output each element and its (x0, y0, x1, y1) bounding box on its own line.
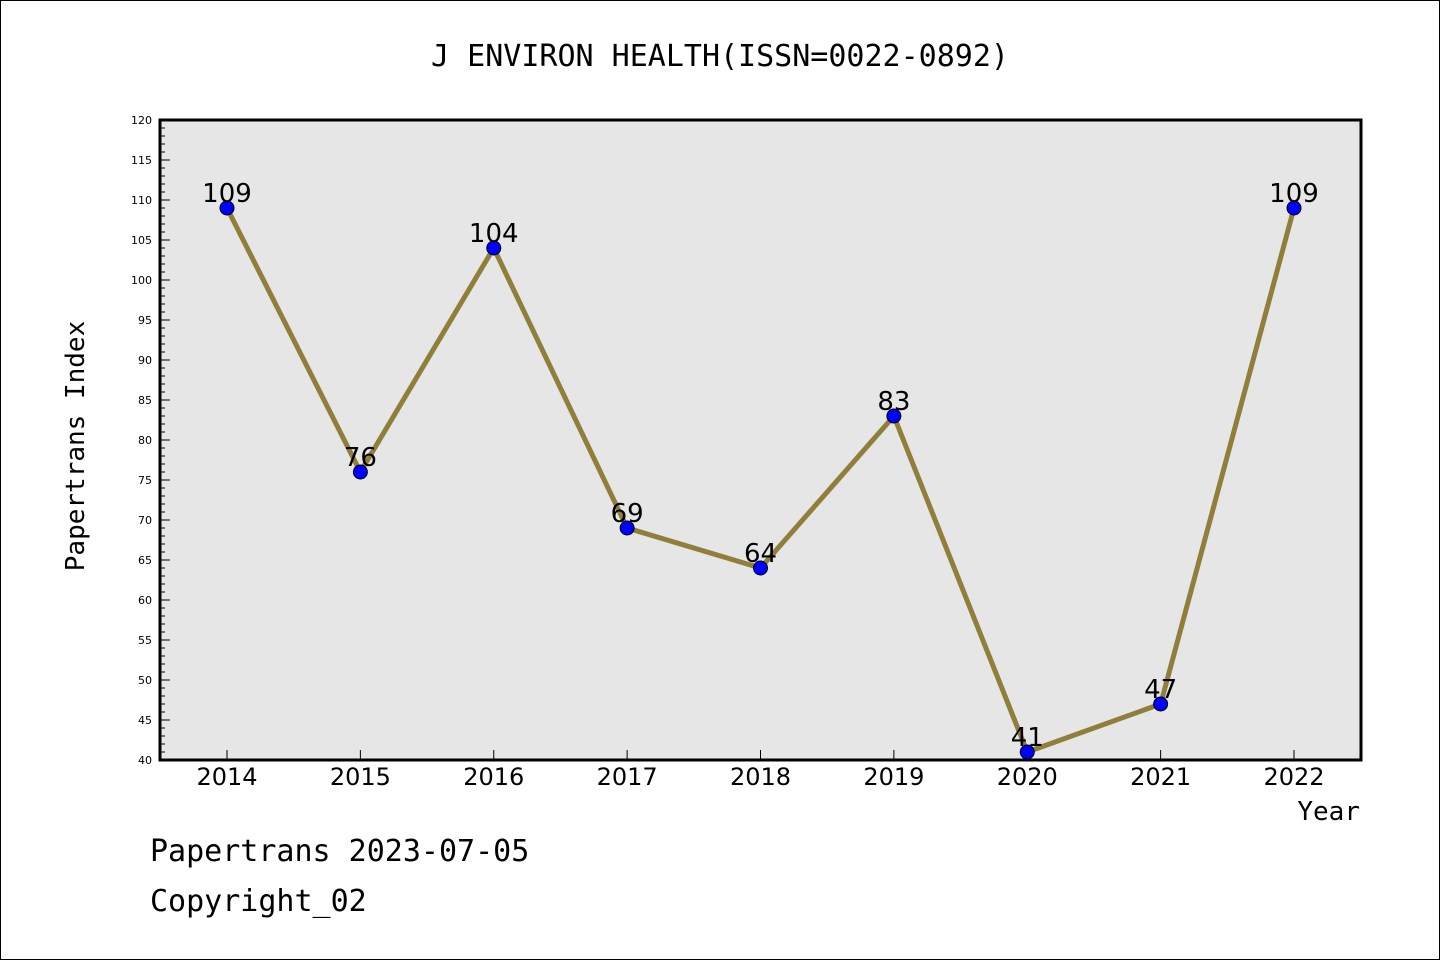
y-tick-label: 50 (138, 674, 152, 687)
data-point (886, 408, 902, 424)
y-tick-label: 45 (138, 714, 152, 727)
data-label: 109 (202, 179, 252, 209)
data-labels: 109 76 104 69 64 83 41 47 109 (202, 179, 1319, 753)
data-label: 47 (1144, 675, 1177, 705)
y-tick-label: 120 (131, 114, 152, 127)
y-tick-label: 90 (138, 354, 152, 367)
plot-area (158, 118, 1363, 762)
data-point (1153, 696, 1169, 712)
y-tick-label: 60 (138, 594, 152, 607)
x-tick-label: 2015 (330, 763, 391, 791)
data-label: 69 (611, 499, 644, 529)
data-label: 104 (469, 219, 519, 249)
x-tick-label: 2020 (997, 763, 1058, 791)
data-point (1286, 200, 1302, 216)
x-tick-label: 2018 (730, 763, 791, 791)
data-point (486, 240, 502, 256)
series-markers (219, 200, 1302, 760)
data-label: 41 (1011, 723, 1044, 753)
x-tick-label: 2022 (1263, 763, 1324, 791)
data-point (219, 200, 235, 216)
y-tick-label: 40 (138, 754, 152, 767)
y-tick-label: 75 (138, 474, 152, 487)
y-tick-label: 95 (138, 314, 152, 327)
y-tick-label: 80 (138, 434, 152, 447)
x-tick-label: 2017 (597, 763, 658, 791)
y-tick-label: 85 (138, 394, 152, 407)
data-label: 109 (1269, 179, 1319, 209)
y-axis-label: Papertrans Index (61, 321, 91, 571)
footer-date: Papertrans 2023-07-05 (150, 834, 530, 869)
data-label: 83 (877, 387, 910, 417)
x-axis-label: Year (1297, 797, 1360, 827)
y-tick-label: 105 (131, 234, 152, 247)
y-tick-label: 100 (131, 274, 152, 287)
x-tick-label: 2016 (463, 763, 524, 791)
data-point (1019, 744, 1035, 760)
y-tick-label: 110 (131, 194, 152, 207)
x-tick-label: 2019 (863, 763, 924, 791)
y-tick-label: 115 (131, 154, 152, 167)
x-tick-label: 2021 (1130, 763, 1191, 791)
data-label: 64 (744, 539, 777, 569)
data-point (753, 560, 768, 576)
data-point (619, 520, 635, 536)
chart-title: J ENVIRON HEALTH(ISSN=0022-0892) (431, 39, 1009, 74)
y-tick-label: 70 (138, 514, 152, 527)
y-axis-tick-labels: 40 45 50 55 60 65 70 75 80 85 90 95 100 105 110 115 120 (131, 114, 152, 767)
footer-copyright: Copyright_02 (150, 884, 367, 919)
x-axis-tick-labels: 2014 2015 2016 2017 2018 2019 2020 2021 2022 (196, 763, 1324, 791)
data-label: 76 (344, 443, 377, 473)
y-tick-label: 65 (138, 554, 152, 567)
y-axis-ticks (160, 119, 170, 761)
y-tick-label: 55 (138, 634, 152, 647)
x-tick-label: 2014 (196, 763, 257, 791)
data-point (352, 464, 368, 480)
